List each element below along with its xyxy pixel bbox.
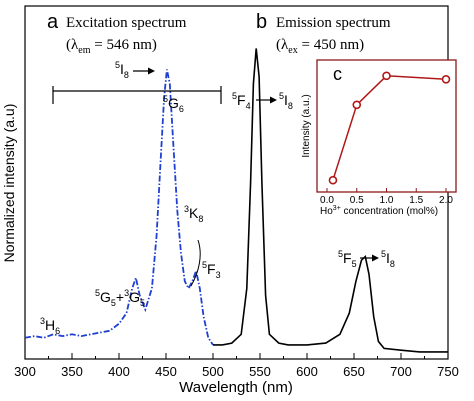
inset-x-tick-label: 1.0 — [380, 195, 394, 206]
inset-data-point — [441, 74, 451, 84]
x-tick-label: 550 — [249, 364, 271, 379]
inset-frame — [316, 59, 457, 193]
panel-a-subtitle: (λem = 546 nm) — [66, 37, 157, 56]
annotation-5I8-emission-2: 5I8 — [381, 249, 395, 269]
x-tick-label: 600 — [296, 364, 318, 379]
annotation-3K8: 3K8 — [184, 204, 203, 224]
annotation-5I8-emission-1: 5I8 — [279, 91, 293, 111]
x-axis-ticks: 300 350 400 450 500 550 600 650 700 750 — [14, 353, 459, 379]
inset-chart-c: c 0.0 0.5 1.0 1.5 2.0 Intensity (a.u.) Ho3+ … — [301, 59, 457, 217]
3K8-pointer-line — [190, 239, 201, 287]
panel-c-letter: c — [333, 64, 342, 84]
panel-b-title: Emission spectrum — [276, 15, 391, 31]
inset-x-tick-label: 0.5 — [350, 195, 364, 206]
y-axis-label: Normalized intensity (a.u) — [1, 104, 17, 263]
inset-x-axis-ticks: 0.0 0.5 1.0 1.5 2.0 — [320, 188, 453, 206]
panel-a-letter: a — [47, 11, 59, 33]
inset-markers — [328, 71, 451, 185]
5I8-arrow — [133, 67, 155, 75]
inset-concentration-line — [332, 75, 447, 181]
annotation-5F3: 5F3 — [202, 260, 221, 280]
inset-x-tick-label: 1.5 — [409, 195, 423, 206]
x-axis-label: Wavelength (nm) — [179, 379, 293, 396]
x-tick-label: 750 — [437, 364, 459, 379]
annotation-3H6: 3H6 — [40, 316, 60, 336]
x-tick-label: 350 — [61, 364, 83, 379]
inset-y-axis-label: Intensity (a.u.) — [301, 94, 312, 157]
annotation-5F5-5I8: 5F5 — [338, 249, 357, 269]
inset-data-point — [328, 175, 338, 185]
5F5-arrow — [360, 254, 379, 262]
excitation-spectrum-line — [24, 69, 214, 346]
emission-spectrum-line — [213, 48, 448, 353]
inset-x-tick-label: 2.0 — [439, 195, 453, 206]
annotation-5G6: 5G6 — [163, 94, 184, 114]
inset-x-tick-label: 0.0 — [320, 195, 334, 206]
5I8-bracket — [52, 86, 222, 104]
inset-data-point — [352, 100, 362, 110]
x-tick-label: 650 — [343, 364, 365, 379]
panel-b-subtitle: (λex = 450 nm) — [276, 37, 364, 56]
inset-x-axis-label: Ho3+ concentration (mol%) — [320, 205, 438, 217]
x-tick-label: 500 — [202, 364, 224, 379]
annotation-5G5-3G5: 5G5+3G5 — [95, 288, 145, 308]
x-tick-label: 700 — [390, 364, 412, 379]
panel-a-title: Excitation spectrum — [66, 15, 187, 31]
panel-b-letter: b — [256, 11, 267, 33]
inset-data-point — [382, 71, 391, 81]
x-tick-label: 450 — [155, 364, 177, 379]
annotation-5F4-5I8: 5F4 — [232, 91, 251, 111]
5F4-arrow — [256, 96, 277, 104]
x-tick-label: 300 — [14, 364, 36, 379]
x-tick-label: 400 — [108, 364, 130, 379]
5I8-bracket-label: 5I8 — [115, 60, 129, 80]
